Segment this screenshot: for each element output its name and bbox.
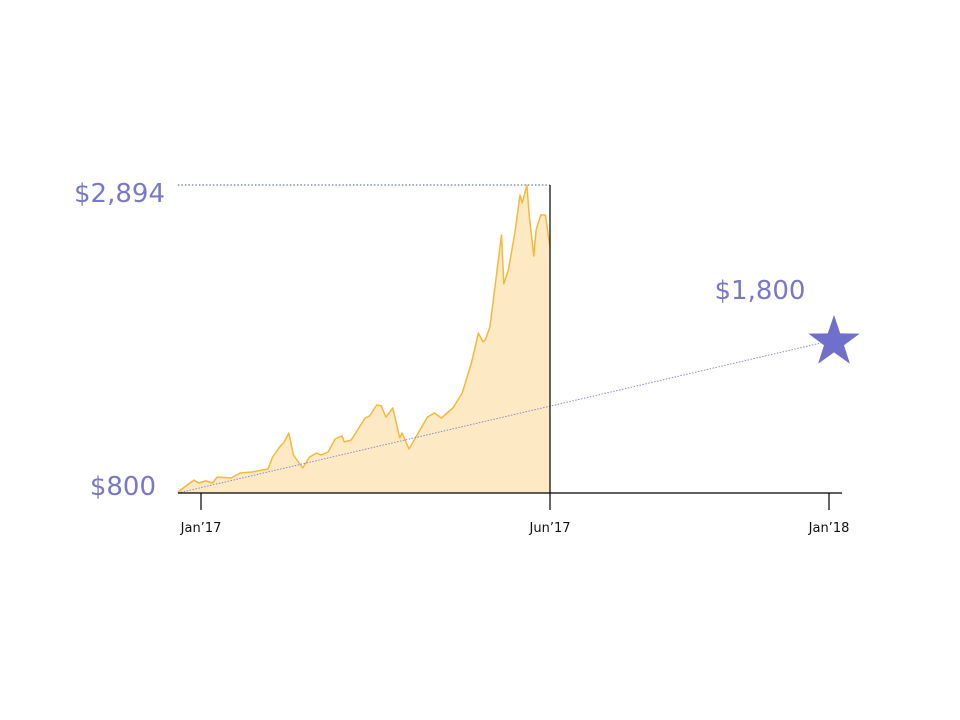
max-value-label: $2,894 — [74, 179, 165, 209]
x-tick-label: Jan’18 — [808, 521, 850, 536]
min-value-label: $800 — [90, 472, 156, 502]
price-area — [177, 185, 550, 493]
trend-line — [177, 339, 835, 494]
target-star-icon — [808, 314, 860, 364]
x-tick-label: Jan’17 — [180, 521, 222, 536]
x-tick-label: Jun’17 — [529, 521, 571, 536]
target-value-label: $1,800 — [715, 276, 806, 306]
price-line — [177, 184, 551, 493]
